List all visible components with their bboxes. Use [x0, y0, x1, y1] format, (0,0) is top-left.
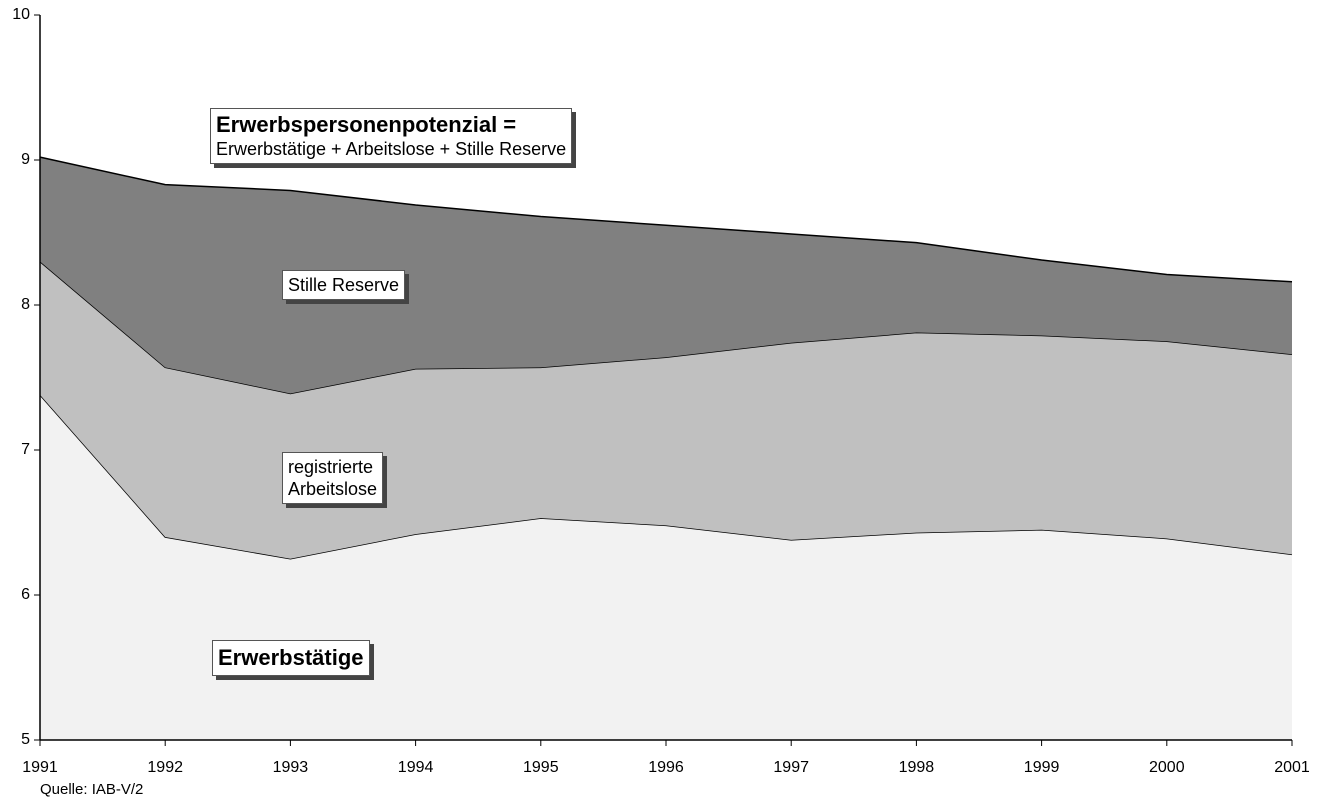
x-tick-label: 1993: [273, 759, 309, 776]
annotation-box: Erwerbspersonenpotenzial = Erwerbstätige…: [210, 108, 573, 164]
x-tick-label: 1999: [1024, 759, 1060, 776]
source: Quelle: IAB-V/2: [40, 781, 143, 798]
x-tick-label: 1996: [648, 759, 684, 776]
y-tick-label: 7: [21, 441, 30, 458]
x-tick-label: 1994: [398, 759, 434, 776]
annotation-text: Erwerbstätige + Arbeitslose + Stille Res…: [216, 139, 567, 159]
series-label: registrierte Arbeitslose: [282, 452, 384, 504]
x-tick-label: 1997: [773, 759, 809, 776]
y-tick-label: 5: [21, 731, 30, 748]
x-tick-label: 1995: [523, 759, 559, 776]
x-tick-label: 1992: [147, 759, 183, 776]
y-tick-label: 6: [21, 586, 30, 603]
x-tick-label: 1998: [899, 759, 935, 776]
y-tick-label: 8: [21, 296, 30, 313]
area: [40, 157, 1292, 394]
series-label: Stille Reserve: [282, 270, 406, 300]
x-tick-label: 2000: [1149, 759, 1185, 776]
x-tick-label: 1991: [22, 759, 58, 776]
x-tick-label: 2001: [1274, 759, 1310, 776]
y-tick-label: 9: [21, 151, 30, 168]
series-label: Erwerbstätige: [212, 640, 370, 676]
annotation-title: Erwerbspersonenpotenzial =: [216, 112, 517, 137]
y-tick-label: 10: [12, 6, 30, 23]
area-edge: [39, 156, 1293, 283]
